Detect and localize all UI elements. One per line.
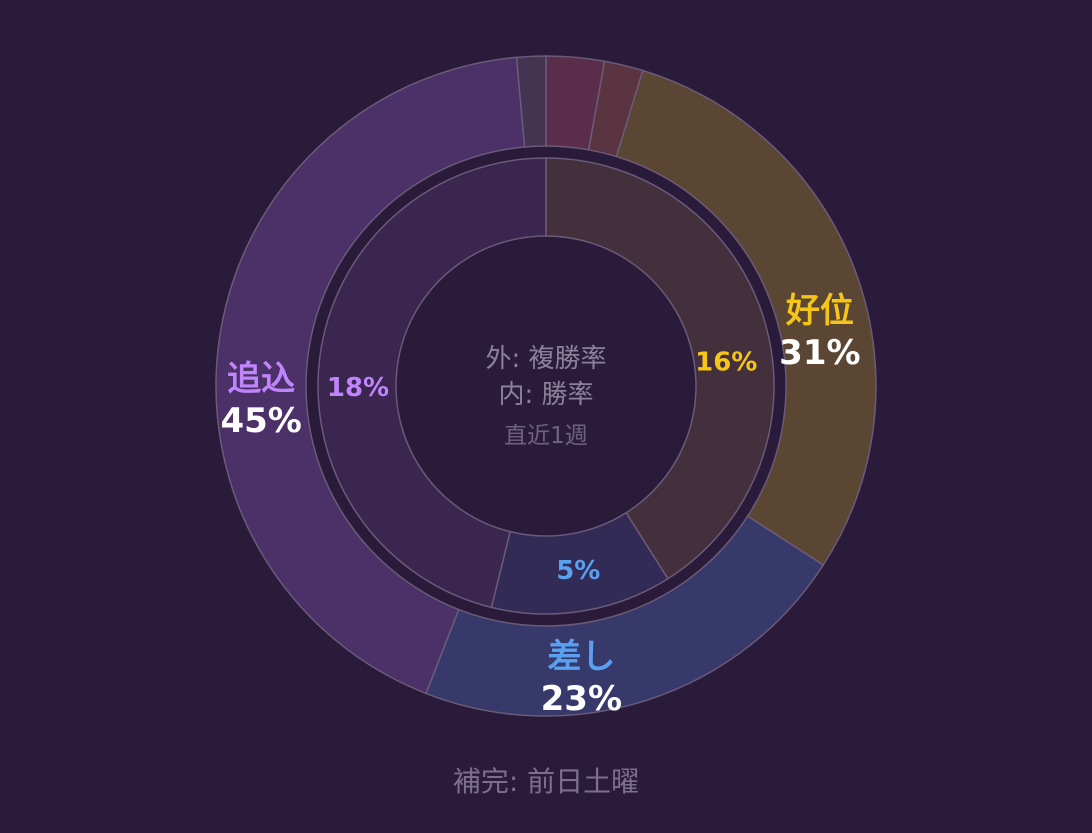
inner-slice-kou-i <box>545 157 775 580</box>
inner-ring <box>317 157 775 615</box>
inner-label-value-oikomi: 18% <box>327 373 389 403</box>
center-text-group: 外: 複勝率 内: 勝率 直近1週 <box>485 344 606 449</box>
center-line-outer-legend: 外: 複勝率 <box>485 344 606 374</box>
center-line-inner-legend: 内: 勝率 <box>498 380 593 410</box>
outer-label-name-oikomi: 追込 <box>227 359 295 399</box>
inner-label-value-sashi: 5% <box>556 556 600 586</box>
outer-label-value-kou-i: 31% <box>779 333 860 373</box>
outer-label-name-sashi: 差し <box>547 637 615 677</box>
footnote: 補完: 前日土曜 <box>452 765 640 798</box>
inner-label-value-kou-i: 16% <box>695 348 757 378</box>
outer-slice-oikomi <box>215 56 526 695</box>
outer-label-value-oikomi: 45% <box>220 401 301 441</box>
center-line-period: 直近1週 <box>504 423 588 449</box>
outer-label-name-kou-i: 好位 <box>785 291 854 331</box>
outer-slice-kou-i <box>615 69 877 567</box>
outer-ring <box>215 55 877 717</box>
inner-slice-oikomi <box>317 157 547 609</box>
outer-label-value-sashi: 23% <box>541 679 622 719</box>
outer-slice-extra-3 <box>515 55 547 148</box>
